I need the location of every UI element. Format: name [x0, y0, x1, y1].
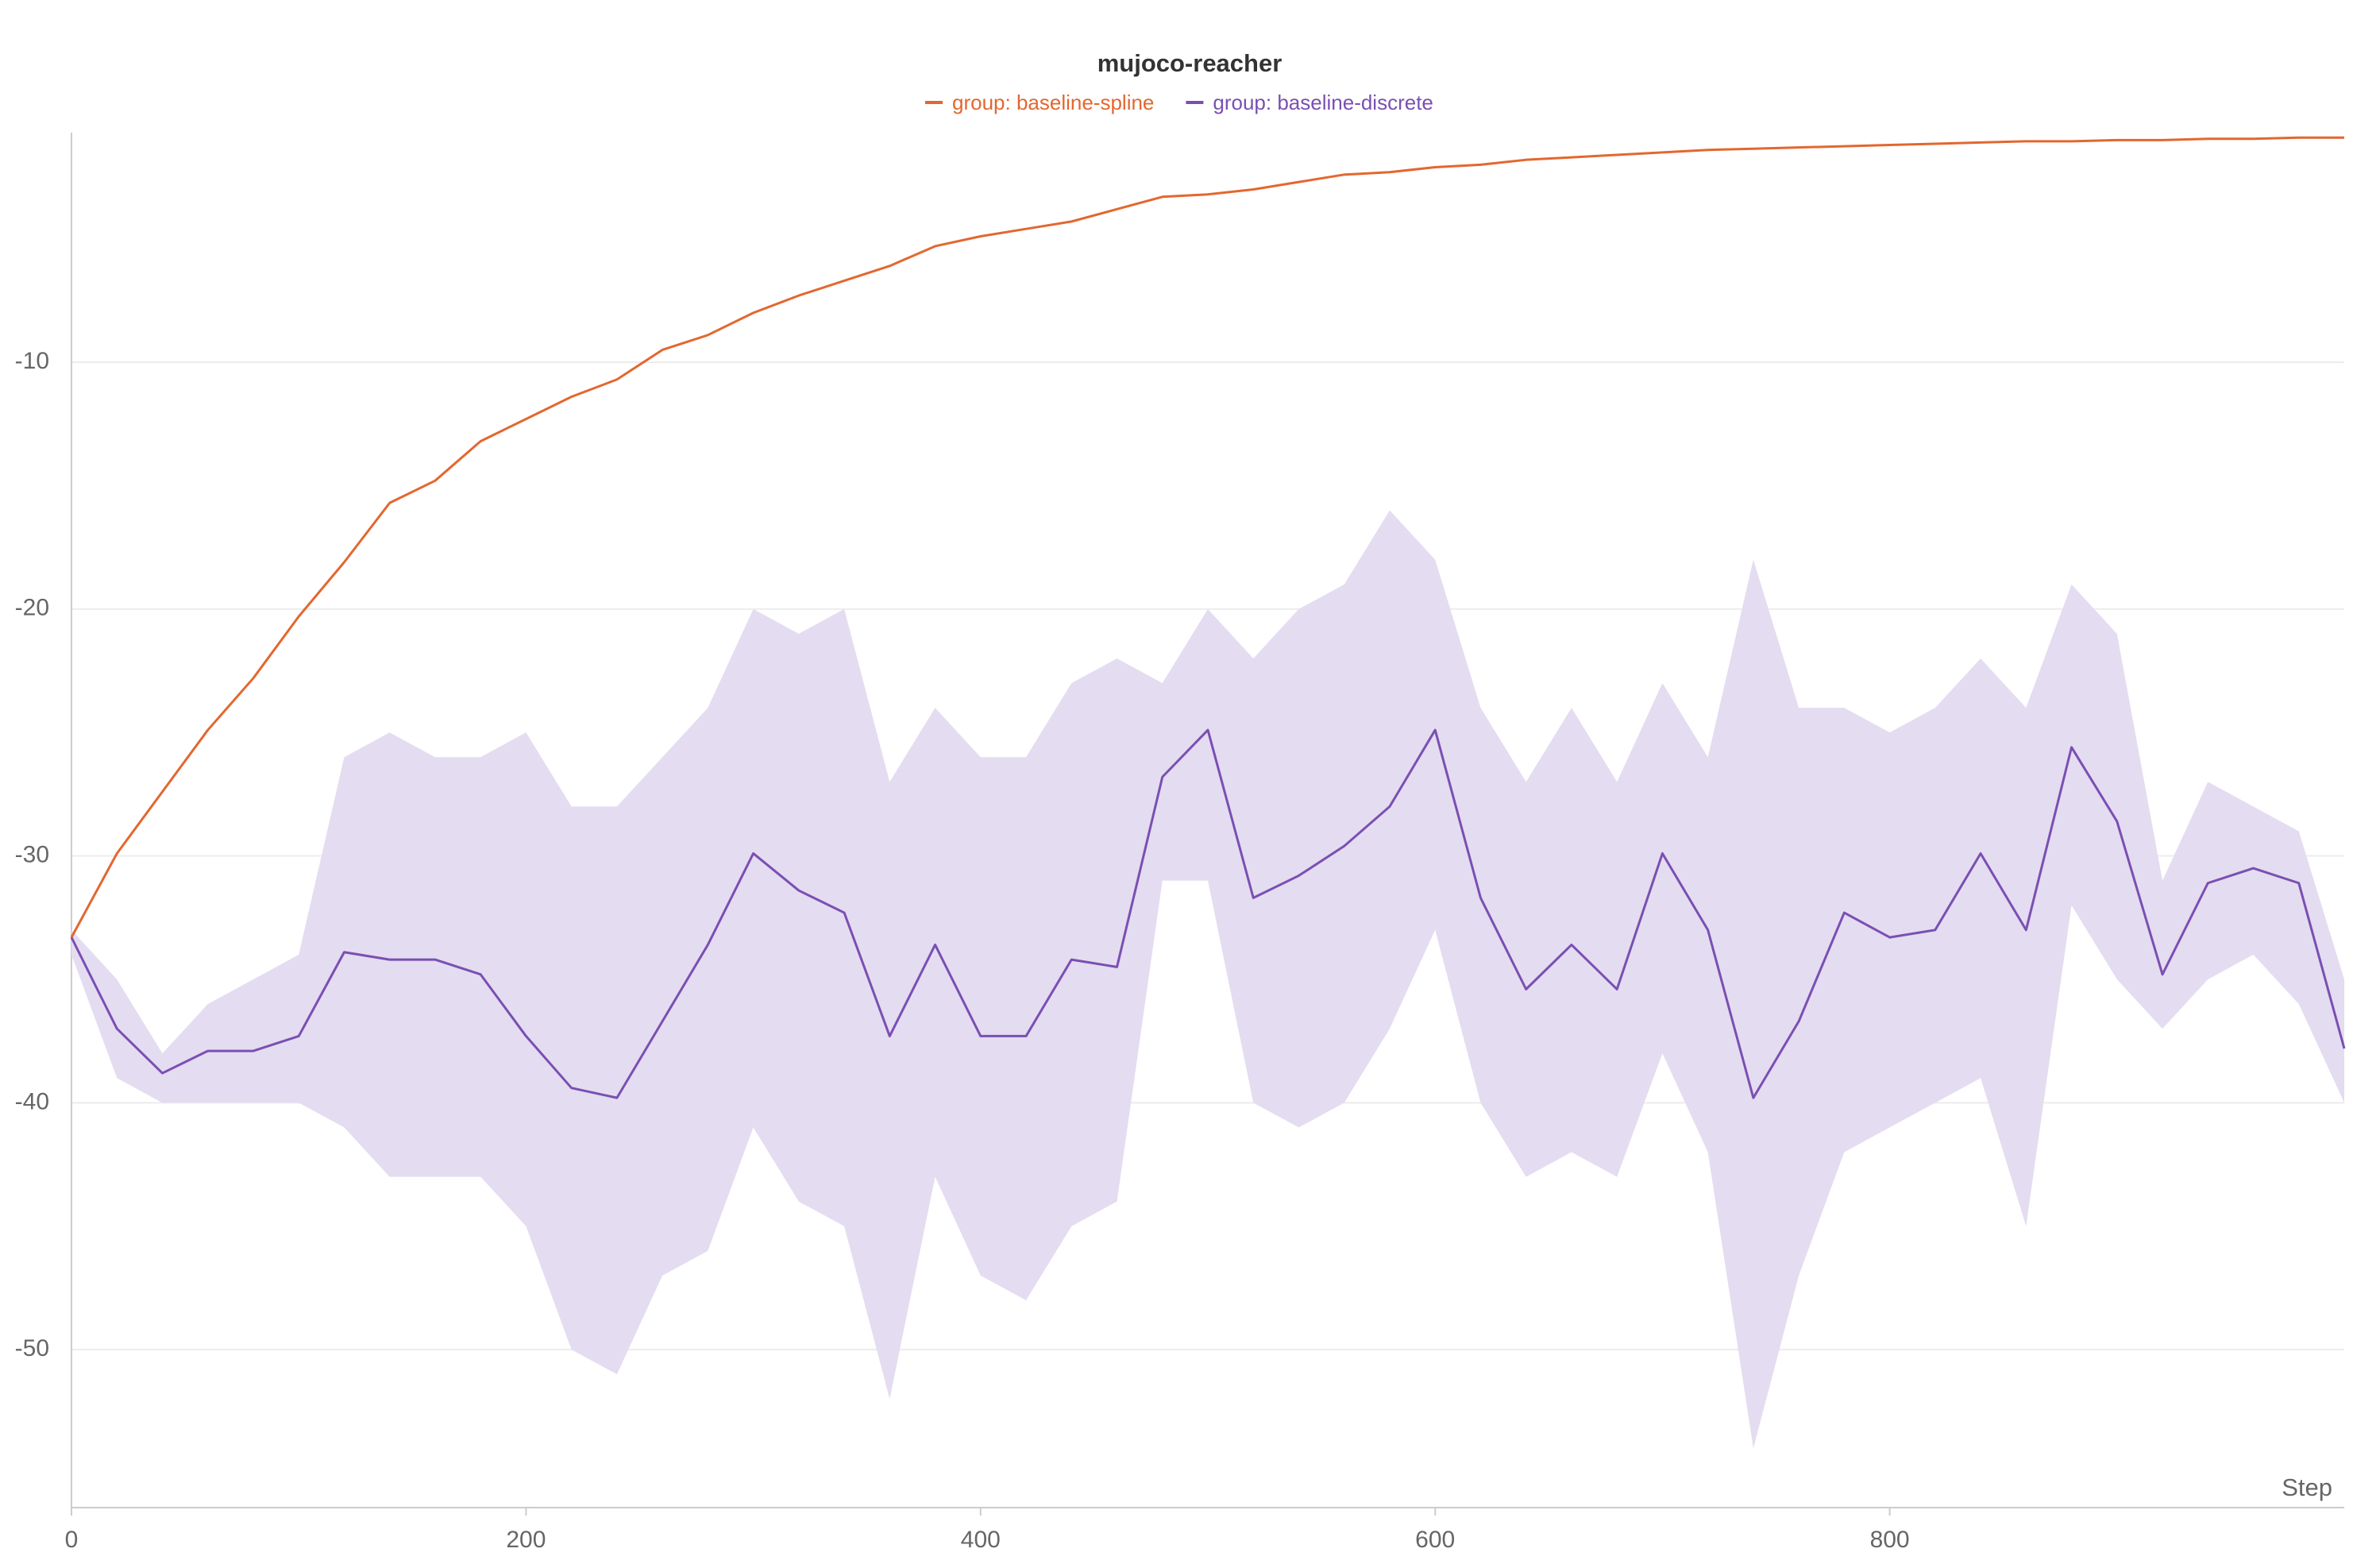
x-tick-label: 0	[65, 1527, 79, 1553]
x-tick-label: 600	[1415, 1527, 1455, 1553]
x-tick-label: 200	[506, 1527, 546, 1553]
legend-label: group: baseline-spline	[952, 91, 1154, 114]
series-line	[70, 136, 2344, 938]
y-tick-label: -30	[15, 841, 49, 867]
band	[71, 510, 2344, 1449]
legend-label: group: baseline-discrete	[1213, 91, 1433, 114]
y-tick-label: -20	[15, 595, 49, 621]
y-tick-label: -50	[15, 1335, 49, 1361]
chart-title: mujoco-reacher	[1097, 49, 1283, 77]
y-tick-label: -10	[15, 348, 49, 374]
legend-item: group: baseline-spline	[925, 91, 1154, 114]
x-axis-label: Step	[2282, 1473, 2332, 1501]
x-tick-label: 800	[1870, 1527, 1910, 1553]
series-line	[70, 728, 2346, 1099]
x-tick-label: 400	[961, 1527, 1001, 1553]
legend-item: group: baseline-discrete	[1186, 91, 1433, 114]
y-tick-label: -40	[15, 1088, 49, 1114]
